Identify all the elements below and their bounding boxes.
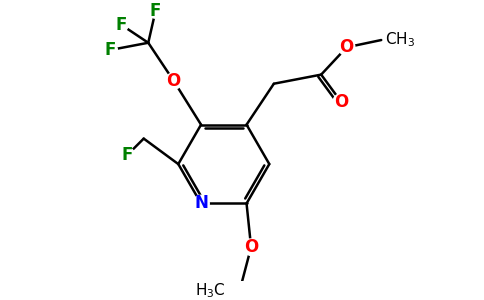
- Circle shape: [120, 148, 135, 162]
- Text: O: O: [334, 93, 348, 111]
- Text: CH$_3$: CH$_3$: [385, 31, 415, 50]
- Text: H$_3$C: H$_3$C: [195, 281, 226, 300]
- Text: O: O: [166, 72, 181, 90]
- Circle shape: [114, 17, 128, 32]
- Circle shape: [193, 195, 209, 212]
- Circle shape: [103, 43, 117, 57]
- Text: O: O: [340, 38, 354, 56]
- Text: F: F: [105, 41, 116, 59]
- Text: F: F: [115, 16, 127, 34]
- Text: N: N: [194, 194, 208, 212]
- Circle shape: [243, 239, 259, 255]
- Circle shape: [148, 4, 163, 18]
- Circle shape: [338, 39, 355, 56]
- Text: O: O: [244, 238, 258, 256]
- Circle shape: [166, 73, 182, 89]
- Text: F: F: [121, 146, 133, 164]
- Circle shape: [333, 94, 349, 110]
- Text: F: F: [150, 2, 161, 20]
